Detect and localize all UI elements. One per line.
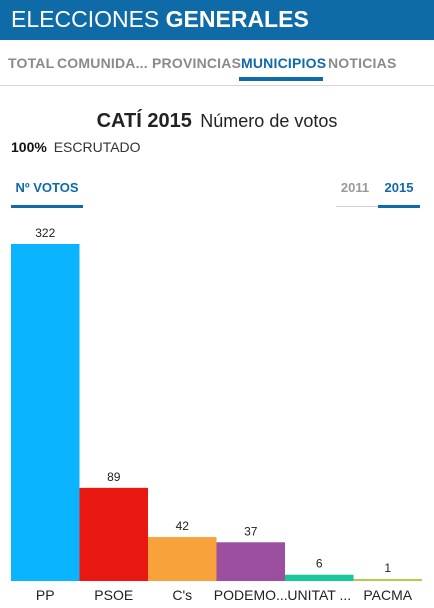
category-label-psoe: PSOE: [94, 587, 133, 603]
category-label-unitat: UNITAT ...: [287, 587, 351, 603]
header-title-light: ELECCIONES: [11, 6, 166, 32]
section-nav: TOTAL COMUNIDA... PROVINCIAS MUNICIPIOS …: [0, 40, 434, 86]
value-label-podemo: 37: [244, 524, 258, 538]
bar-psoe[interactable]: [79, 487, 149, 581]
metric-tab-indicator: [11, 205, 83, 208]
value-label-pp: 322: [35, 226, 55, 240]
bar-unitat[interactable]: [285, 574, 354, 581]
value-label-c-s: 42: [176, 519, 190, 533]
tab-noticias[interactable]: NOTICIAS: [328, 55, 397, 71]
scrutiny-percent: 100%: [11, 139, 47, 155]
scrutiny-status: 100% ESCRUTADO: [11, 139, 141, 155]
year-tab-indicator: [378, 205, 420, 208]
place-title: CATÍ 2015: [96, 110, 192, 132]
scrutiny-label: ESCRUTADO: [53, 139, 141, 155]
tab-municipios[interactable]: MUNICIPIOS: [241, 55, 327, 71]
year-tab-line: [336, 206, 378, 207]
category-label-podemo: PODEMO...: [214, 587, 288, 603]
app-header: ELECCIONES GENERALES: [0, 0, 434, 40]
tab-num-votos[interactable]: Nº VOTOS: [15, 180, 79, 195]
value-label-psoe: 89: [107, 470, 121, 484]
value-label-unitat: 6: [316, 557, 323, 571]
year-tab-2015[interactable]: 2015: [384, 180, 414, 195]
bar-pacma[interactable]: [353, 579, 423, 581]
header-title-bold: GENERALES: [165, 6, 309, 32]
active-tab-indicator: [239, 77, 323, 81]
tab-provincias[interactable]: PROVINCIAS: [152, 55, 242, 71]
chart-heading: CATÍ 2015 Número de votos: [0, 110, 434, 133]
bar-pp[interactable]: [11, 244, 80, 581]
year-tab-2011[interactable]: 2011: [340, 180, 370, 195]
category-label-pp: PP: [36, 587, 55, 603]
category-label-pacma: PACMA: [363, 587, 412, 603]
bar-c-s[interactable]: [148, 537, 217, 581]
tab-total[interactable]: TOTAL: [8, 55, 55, 71]
tab-comunidades[interactable]: COMUNIDA...: [57, 55, 148, 71]
category-label-c-s: C's: [172, 587, 192, 603]
vote-bar-chart: 322 PP 89 PSOE 42 C's 37 PODEMO... 6 UNITAT ... 1 P…: [11, 226, 423, 603]
chart-subtitle: Número de votos: [200, 111, 338, 131]
bar-podemo[interactable]: [216, 542, 286, 581]
value-label-pacma: 1: [384, 561, 391, 575]
